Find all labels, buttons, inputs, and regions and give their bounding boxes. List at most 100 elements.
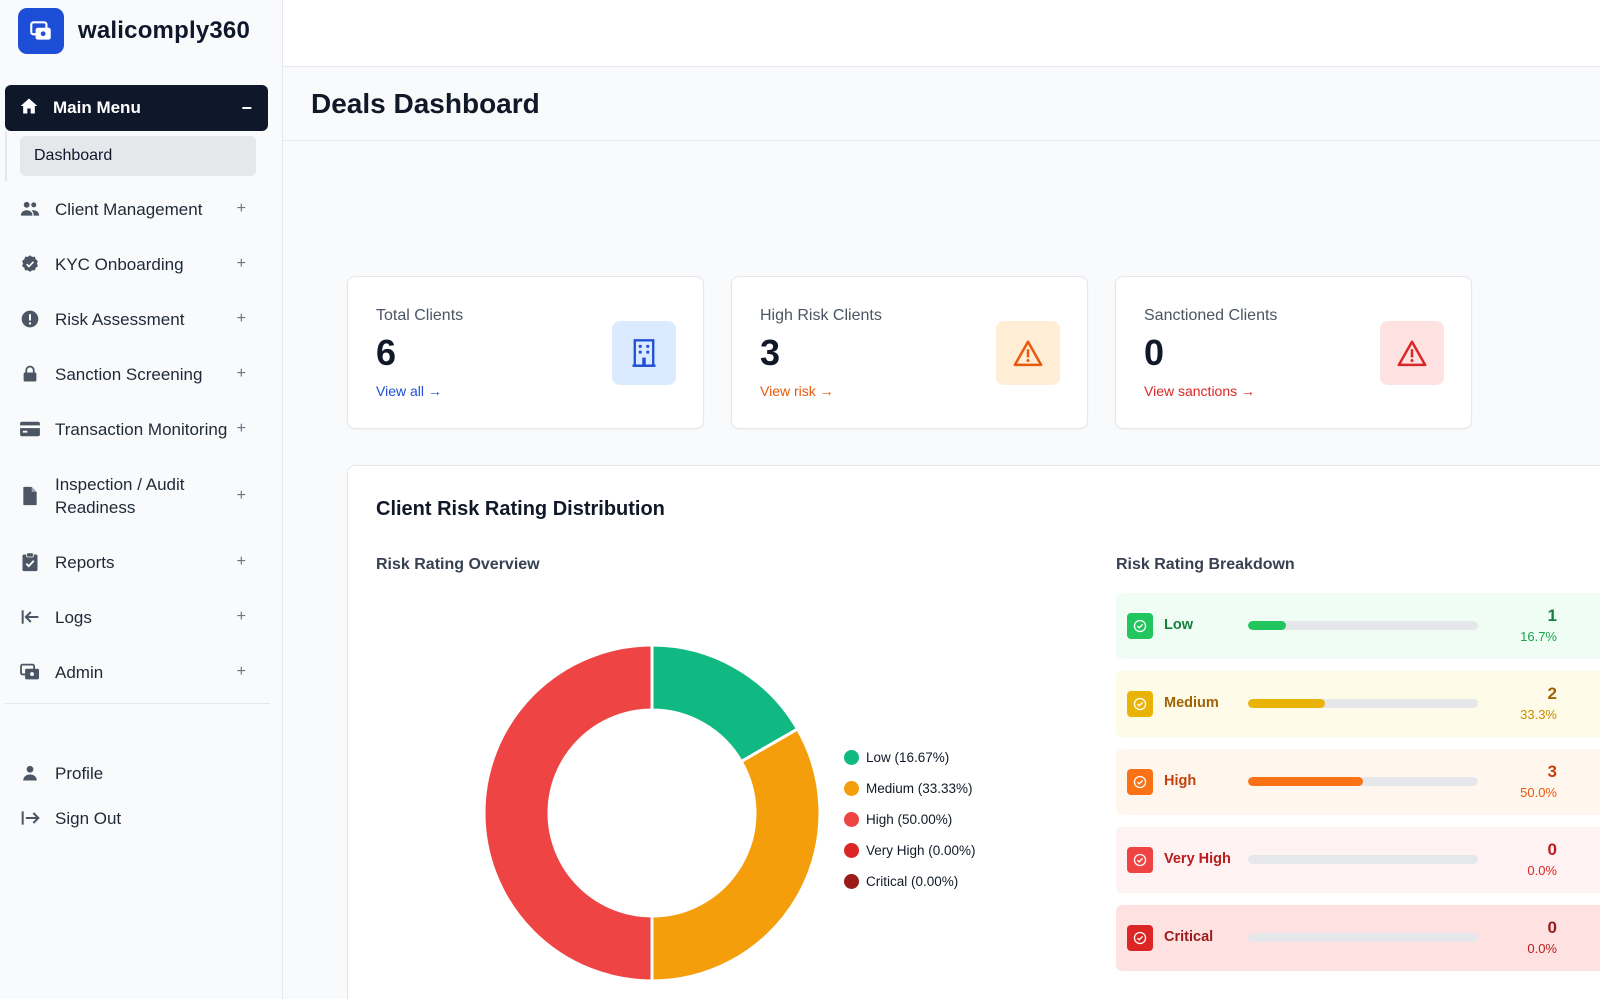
breakdown-row-critical[interactable]: Critical 0 0.0% (1116, 905, 1600, 971)
breakdown-row-medium[interactable]: Medium 2 33.3% (1116, 671, 1600, 737)
breakdown-label: Low (1164, 617, 1193, 633)
collapse-icon[interactable]: − (241, 97, 252, 118)
risk-distribution-panel: Client Risk Rating Distribution Risk Rat… (347, 465, 1600, 999)
expand-icon[interactable]: + (236, 608, 246, 625)
legend-item[interactable]: Low (16.67%) (844, 742, 976, 773)
sidebar-item-label: Logs (55, 607, 92, 627)
view-risk-link[interactable]: View risk → (760, 383, 834, 399)
sidebar-item-label: Profile (55, 763, 104, 783)
home-icon (19, 96, 39, 121)
sidebar-item-label: KYC Onboarding (55, 254, 184, 274)
sidebar-item-label: Sanction Screening (55, 364, 203, 384)
check-circle-icon (1127, 847, 1153, 873)
legend-label: Critical (0.00%) (866, 874, 959, 889)
card-label: Sanctioned Clients (1144, 307, 1278, 324)
brand[interactable]: walicomply360 (0, 0, 282, 61)
arrow-left-bar-icon (19, 606, 41, 628)
chart-legend: Low (16.67%) Medium (33.33%) High (50.00%)… (844, 742, 976, 897)
expand-icon[interactable]: + (236, 487, 246, 504)
card-label: Total Clients (376, 307, 464, 324)
check-circle-icon (1127, 925, 1153, 951)
breakdown-bar-track (1248, 699, 1478, 708)
expand-icon[interactable]: + (236, 365, 246, 382)
risk-donut-chart (482, 643, 822, 983)
breakdown-row-low[interactable]: Low 1 16.7% (1116, 593, 1600, 659)
breakdown-percent: 16.7% (1520, 629, 1557, 644)
breakdown-bar-fill (1248, 699, 1325, 708)
breakdown-percent: 33.3% (1520, 707, 1557, 722)
breakdown-bar-track (1248, 855, 1478, 864)
breakdown-row-very-high[interactable]: Very High 0 0.0% (1116, 827, 1600, 893)
sidebar-item-label: Inspection / Audit Readiness (55, 475, 185, 517)
sidebar-item-profile[interactable]: Profile (0, 760, 270, 786)
legend-item[interactable]: Medium (33.33%) (844, 773, 976, 804)
sidebar-item-dashboard[interactable]: Dashboard (20, 136, 256, 176)
breakdown-row-high[interactable]: High 3 50.0% (1116, 749, 1600, 815)
donut-slice-medium[interactable] (650, 726, 822, 983)
breakdown-title: Risk Rating Breakdown (1116, 556, 1295, 573)
sidebar-item-sanction-screening[interactable]: Sanction Screening + (0, 361, 270, 387)
breakdown-percent: 0.0% (1527, 941, 1557, 956)
sidebar-item-client-management[interactable]: Client Management + (0, 196, 270, 222)
expand-icon[interactable]: + (236, 200, 246, 217)
sidebar-item-risk-assessment[interactable]: Risk Assessment + (0, 306, 270, 332)
sidebar-item-label: Admin (55, 662, 104, 682)
main-menu-submenu: Dashboard (5, 131, 282, 181)
legend-item[interactable]: High (50.00%) (844, 804, 976, 835)
view-sanctions-link[interactable]: View sanctions → (1144, 383, 1256, 399)
page-title: Deals Dashboard (311, 88, 540, 119)
expand-icon[interactable]: + (236, 255, 246, 272)
breakdown-bar-fill (1248, 621, 1287, 630)
sidebar-item-admin[interactable]: Admin + (0, 659, 270, 685)
card-value: 6 (376, 332, 397, 373)
legend-swatch (844, 812, 859, 827)
breakdown-label: Very High (1164, 851, 1231, 867)
users-icon (19, 198, 41, 220)
card-value: 3 (760, 332, 781, 373)
verified-badge-icon (19, 253, 41, 275)
title-divider (283, 140, 1600, 141)
breakdown-bar-track (1248, 621, 1478, 630)
sidebar-item-kyc-onboarding[interactable]: KYC Onboarding + (0, 251, 270, 277)
donut-slice-high[interactable] (482, 643, 654, 983)
check-circle-icon (1127, 769, 1153, 795)
legend-label: Very High (0.00%) (866, 843, 976, 858)
sidebar-item-label: Sign Out (55, 808, 122, 828)
sidebar-item-transaction-monitoring[interactable]: Transaction Monitoring + (0, 416, 270, 442)
legend-swatch (844, 781, 859, 796)
sidebar-item-label: Reports (55, 552, 115, 572)
sidebar: walicomply360 Main Menu − Dashboard Clie… (0, 0, 283, 999)
brand-logo-icon (18, 7, 64, 54)
main-menu-toggle[interactable]: Main Menu − (5, 85, 268, 131)
sidebar-item-sign-out[interactable]: Sign Out (0, 805, 270, 831)
sidebar-item-label: Client Management (55, 199, 203, 219)
sidebar-item-logs[interactable]: Logs + (0, 604, 270, 630)
warning-triangle-icon (1380, 321, 1444, 385)
breakdown-count: 3 (1547, 762, 1557, 781)
sidebar-divider (5, 703, 270, 704)
sidebar-item-reports[interactable]: Reports + (0, 549, 270, 575)
breakdown-percent: 0.0% (1527, 863, 1557, 878)
sanctioned-clients-card: Sanctioned Clients 0 View sanctions → (1115, 276, 1472, 429)
view-all-link[interactable]: View all → (376, 383, 442, 399)
overview-title: Risk Rating Overview (376, 556, 540, 573)
legend-label: Medium (33.33%) (866, 781, 973, 796)
sidebar-item-label: Transaction Monitoring (55, 419, 228, 439)
expand-icon[interactable]: + (236, 553, 246, 570)
document-icon (19, 485, 41, 507)
check-circle-icon (1127, 691, 1153, 717)
top-bar (283, 0, 1600, 67)
check-circle-icon (1127, 613, 1153, 639)
sidebar-item-label: Risk Assessment (55, 309, 185, 329)
breakdown-label: High (1164, 773, 1197, 789)
expand-icon[interactable]: + (236, 310, 246, 327)
breakdown-bar-fill (1248, 777, 1363, 786)
card-value: 0 (1144, 332, 1165, 373)
breakdown-count: 2 (1547, 684, 1557, 703)
expand-icon[interactable]: + (236, 420, 246, 437)
legend-item[interactable]: Very High (0.00%) (844, 835, 976, 866)
expand-icon[interactable]: + (236, 663, 246, 680)
legend-item[interactable]: Critical (0.00%) (844, 866, 976, 897)
sidebar-item-inspection-audit[interactable]: Inspection / Audit Readiness + (0, 471, 270, 521)
breakdown-count: 0 (1547, 840, 1557, 859)
